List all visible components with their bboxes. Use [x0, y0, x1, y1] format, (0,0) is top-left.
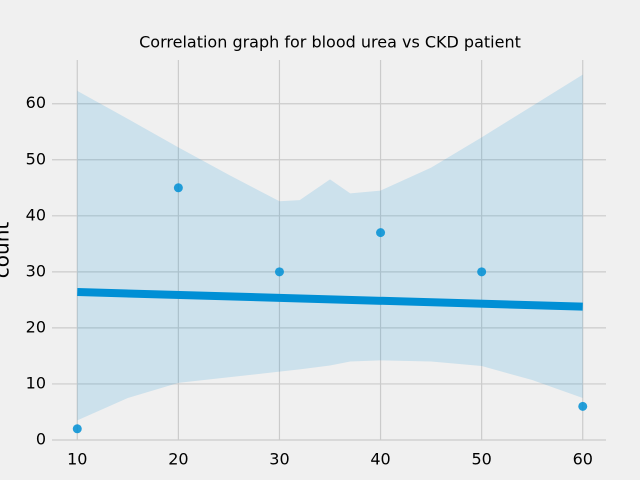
y-axis-label: count	[0, 222, 14, 279]
x-tick-label: 30	[269, 450, 289, 469]
y-tick-label: 50	[26, 149, 46, 168]
regression-line	[77, 288, 583, 311]
data-point	[72, 424, 82, 434]
y-tick-label: 40	[26, 205, 46, 224]
x-tick-label: 40	[370, 450, 390, 469]
confidence-band	[77, 74, 583, 421]
y-tick-label: 30	[26, 261, 46, 280]
chart-title: Correlation graph for blood urea vs CKD …	[139, 33, 521, 52]
y-tick-label: 0	[36, 430, 46, 449]
x-axis-label: blood urea	[277, 477, 384, 480]
y-tick-label: 60	[26, 93, 46, 112]
y-tick-label: 20	[26, 317, 46, 336]
data-point	[274, 267, 284, 277]
data-point	[578, 401, 588, 411]
data-point	[173, 183, 183, 193]
data-point	[376, 228, 386, 238]
y-tick-label: 10	[26, 373, 46, 392]
x-tick-label: 10	[67, 450, 87, 469]
data-point	[477, 267, 487, 277]
x-tick-label: 50	[471, 450, 491, 469]
x-tick-label: 20	[168, 450, 188, 469]
x-tick-label: 60	[573, 450, 593, 469]
